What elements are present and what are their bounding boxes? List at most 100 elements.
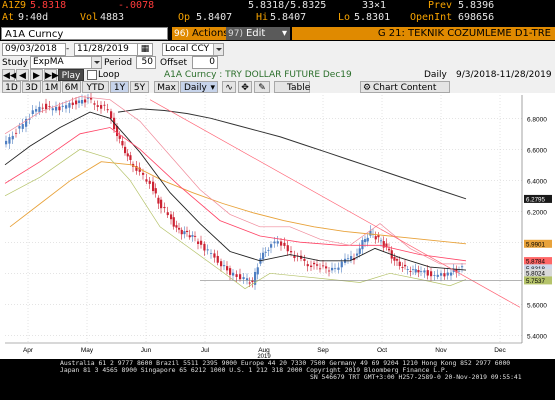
range-5y[interactable]: 5Y xyxy=(130,81,149,93)
range-1y[interactable]: 1Y xyxy=(110,81,129,93)
candle-body xyxy=(385,243,388,248)
price-label: 6.2795 xyxy=(526,196,545,203)
draw-tools-button[interactable]: ✎ xyxy=(254,81,270,93)
candle-body xyxy=(51,108,54,111)
volume: 4883 xyxy=(100,12,125,23)
x-tick-label: Jul xyxy=(201,347,210,354)
price-label: 5.8024 xyxy=(526,270,545,277)
range-ytd[interactable]: YTD xyxy=(82,81,109,93)
candle-body xyxy=(446,272,449,276)
y-tick-label: 6.2000 xyxy=(527,209,547,216)
rewind-button[interactable]: ◀◀ xyxy=(2,69,17,81)
chart-content-button[interactable]: ⚙ Chart Content xyxy=(360,81,450,93)
candle-body xyxy=(334,268,337,270)
candle-body xyxy=(283,242,286,246)
study-select[interactable]: ExpMA xyxy=(30,56,102,69)
candle-body xyxy=(226,266,229,271)
candle-body xyxy=(203,243,206,251)
candle-body xyxy=(356,253,359,256)
range-6m[interactable]: 6M xyxy=(62,81,81,93)
candle-body xyxy=(436,274,439,277)
candle-body xyxy=(286,245,289,252)
actions-number: 96) xyxy=(174,29,189,39)
candle-body xyxy=(96,105,99,107)
offset-input[interactable]: 0 xyxy=(192,56,218,69)
range-3d[interactable]: 3D xyxy=(22,81,41,93)
candle-body xyxy=(100,105,103,109)
candle-body xyxy=(154,188,157,194)
candle-body xyxy=(126,153,129,157)
candle-body xyxy=(256,267,259,275)
page-title: G 21: TEKNIK COZUMLEME D1-TRE xyxy=(292,27,555,40)
y-tick-label: 6.8000 xyxy=(527,116,547,123)
candle-body xyxy=(374,236,377,240)
security-field[interactable]: A1A Curncy xyxy=(1,27,168,40)
range-max[interactable]: Max xyxy=(154,81,179,93)
candle-body xyxy=(443,273,446,277)
price-chart[interactable]: 6.80006.60006.40006.20006.00005.80005.60… xyxy=(0,93,555,359)
candle-body xyxy=(172,217,175,227)
loop-checkbox[interactable] xyxy=(87,70,97,80)
footer-line-1: Australia 61 2 9777 8600 Brazil 5511 239… xyxy=(60,359,511,367)
candle-body xyxy=(270,244,273,248)
candle-body xyxy=(273,241,276,244)
candle-body xyxy=(65,105,68,109)
player-row: ◀◀ ◀ ▶ ▶▶ Play Loop A1A Curncy : TRY DOL… xyxy=(0,69,555,81)
edit-menu[interactable]: 97) Edit ▾ xyxy=(226,27,290,40)
candle-body xyxy=(303,258,306,261)
candle-body xyxy=(310,265,313,268)
range-1d[interactable]: 1D xyxy=(2,81,21,93)
candle-body xyxy=(276,241,279,244)
interval-select[interactable]: Daily ▾ xyxy=(180,81,218,93)
copyright-footer: Australia 61 2 9777 8600 Brazil 5511 239… xyxy=(0,359,555,400)
quote-time: 9:40d xyxy=(18,12,49,23)
open-label: Op xyxy=(178,12,191,23)
chevron-down-icon: ▾ xyxy=(210,83,215,93)
candle-body xyxy=(232,272,235,276)
play-button[interactable]: Play xyxy=(58,69,84,81)
candle-body xyxy=(84,99,87,103)
candle-body xyxy=(194,235,197,237)
candle-body xyxy=(110,111,113,119)
candle-body xyxy=(35,109,38,112)
candle-body xyxy=(15,132,18,134)
candle-body xyxy=(180,229,183,235)
step-back-button[interactable]: ◀ xyxy=(16,69,29,81)
x-tick-label: May xyxy=(81,347,94,354)
footer-line-2: Japan 81 3 4565 8900 Singapore 65 6212 1… xyxy=(60,366,449,374)
candle-body xyxy=(229,268,232,275)
candle-body xyxy=(396,259,399,261)
x-tick-label: Oct xyxy=(377,347,387,354)
prev-label: Prev xyxy=(428,0,453,11)
end-date-field[interactable]: 11/28/2019 xyxy=(74,43,138,56)
start-date: 09/03/2018 xyxy=(5,44,57,54)
candle-body xyxy=(455,268,458,273)
study-value: ExpMA xyxy=(33,57,64,67)
calendar-button[interactable]: ▦ xyxy=(137,43,153,56)
high-price: 5.8407 xyxy=(270,12,307,23)
low-label: Lo xyxy=(338,12,351,23)
currency-select[interactable]: Local CCY xyxy=(162,43,224,56)
candle-body xyxy=(87,97,90,99)
move-button[interactable]: ✥ xyxy=(238,81,252,93)
page-title-text: G 21: TEKNIK COZUMLEME D1-TRE xyxy=(377,28,551,39)
series-line xyxy=(117,108,467,200)
candle-body xyxy=(223,265,226,267)
series-line xyxy=(9,161,467,245)
line-chart-button[interactable]: ∿ xyxy=(222,81,236,93)
x-tick-label: Nov xyxy=(435,347,447,354)
loop-label: Loop xyxy=(98,70,120,80)
candle-body xyxy=(382,241,385,248)
candle-body xyxy=(350,256,353,260)
chart-content-label: Chart Content xyxy=(373,83,437,93)
step-forward-button[interactable]: ▶ xyxy=(30,69,43,81)
trend-line xyxy=(149,99,521,308)
period-input[interactable]: 50 xyxy=(136,56,156,69)
fast-forward-button[interactable]: ▶▶ xyxy=(44,69,59,81)
start-date-field[interactable]: 09/03/2018 xyxy=(2,43,66,56)
interval-value: Daily xyxy=(184,83,207,93)
candle-body xyxy=(306,264,309,267)
candle-body xyxy=(412,269,415,271)
range-1m[interactable]: 1M xyxy=(42,81,61,93)
table-button[interactable]: Table xyxy=(274,81,310,93)
